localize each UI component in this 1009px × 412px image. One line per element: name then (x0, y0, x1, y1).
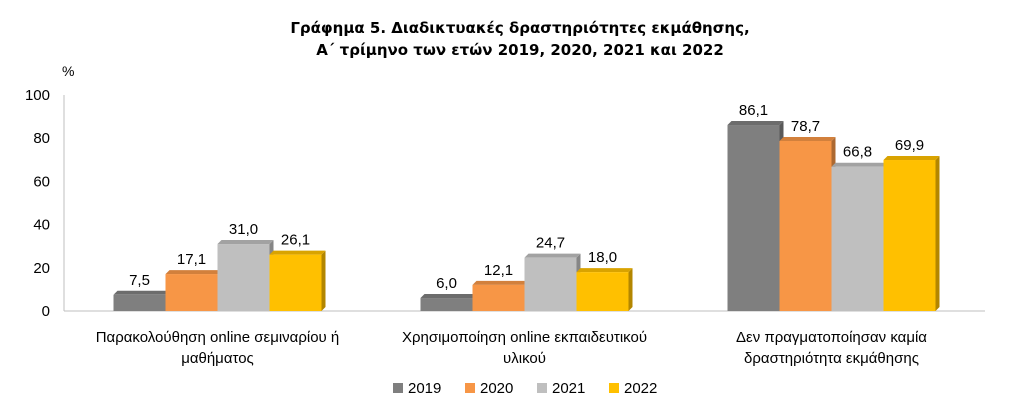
bar-2019 (727, 125, 780, 311)
category-label: Χρησιμοποίηση online εκπαιδευτικού (402, 329, 647, 346)
legend-swatch-2021 (537, 383, 547, 393)
bar-2022 (883, 160, 936, 311)
legend-swatch-2019 (393, 383, 403, 393)
y-axis-unit: % (62, 63, 74, 79)
legend-label-2022: 2022 (624, 380, 657, 397)
chart-title-line: Γράφημα 5. Διαδικτυακές δραστηριότητες ε… (290, 19, 749, 37)
data-label-2022: 69,9 (895, 137, 924, 154)
data-label-2019: 6,0 (436, 275, 457, 292)
data-label-2022: 26,1 (281, 232, 310, 249)
category-label: δραστηριότητα εκμάθησης (744, 350, 919, 367)
bar-top-2019 (420, 294, 477, 299)
bar-top-2019 (113, 290, 170, 295)
y-tick-label: 60 (33, 173, 50, 190)
chart-title-line: Α΄ τρίμηνο των ετών 2019, 2020, 2021 και… (316, 41, 724, 59)
bar-2021 (524, 257, 577, 311)
bar-2019 (113, 294, 166, 311)
bar-2021 (831, 166, 884, 311)
data-label-2020: 17,1 (177, 251, 206, 268)
bar-side-2022 (321, 250, 326, 311)
data-label-2020: 78,7 (791, 118, 820, 135)
bar-top-2022 (576, 268, 633, 273)
bar-top-2020 (472, 280, 529, 285)
bar-side-2022 (628, 268, 633, 311)
bar-top-2019 (727, 121, 784, 126)
bar-2020 (779, 141, 832, 311)
bar-2022 (576, 272, 629, 311)
bar-2022 (269, 254, 322, 311)
bar-2019 (420, 298, 473, 311)
legend-label-2020: 2020 (480, 380, 513, 397)
bar-2020 (165, 274, 218, 311)
data-label-2021: 24,7 (536, 235, 565, 252)
data-label-2020: 12,1 (484, 262, 513, 279)
y-tick-label: 100 (25, 87, 50, 104)
legend-swatch-2020 (465, 383, 475, 393)
y-tick-label: 40 (33, 217, 50, 234)
data-label-2019: 86,1 (739, 102, 768, 119)
category-label: υλικού (503, 350, 546, 367)
bar-top-2021 (524, 253, 581, 258)
bar-top-2020 (165, 270, 222, 275)
legend-swatch-2022 (609, 383, 619, 393)
bar-side-2022 (935, 156, 940, 311)
bar-2021 (217, 244, 270, 311)
bar-top-2021 (217, 240, 274, 245)
category-label: Παρακολούθηση online σεμιναρίου ή (96, 329, 340, 346)
y-tick-label: 80 (33, 130, 50, 147)
bar-2020 (472, 284, 525, 311)
legend-label-2021: 2021 (552, 380, 585, 397)
data-label-2022: 18,0 (588, 249, 617, 266)
bar-top-2021 (831, 162, 888, 167)
data-label-2021: 66,8 (843, 144, 872, 161)
y-tick-label: 0 (42, 303, 50, 320)
bar-top-2020 (779, 137, 836, 142)
data-label-2019: 7,5 (129, 272, 150, 289)
y-tick-label: 20 (33, 260, 50, 277)
category-label: μαθήματος (181, 350, 254, 367)
bar-top-2022 (883, 156, 940, 161)
bar-top-2022 (269, 250, 326, 255)
data-label-2021: 31,0 (229, 221, 258, 238)
legend-label-2019: 2019 (408, 380, 441, 397)
category-label: Δεν πραγματοποίησαν καμία (736, 329, 927, 346)
